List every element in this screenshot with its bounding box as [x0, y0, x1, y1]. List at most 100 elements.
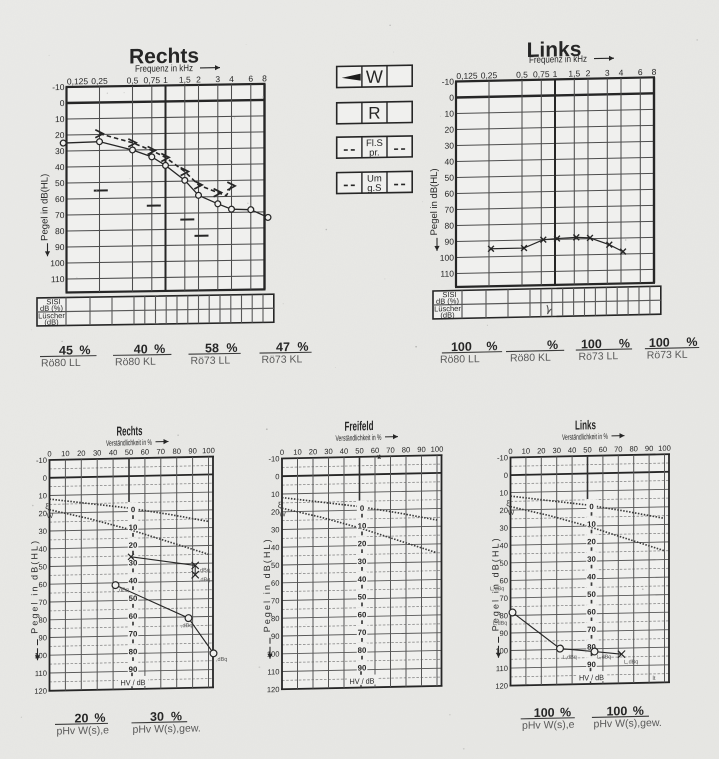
- svg-text:60: 60: [271, 579, 279, 588]
- svg-text:60: 60: [39, 580, 47, 589]
- svg-text:80: 80: [402, 445, 410, 454]
- svg-text:70: 70: [587, 625, 596, 634]
- svg-text:0,125: 0,125: [67, 76, 89, 86]
- svg-text:,dBq: ,dBq: [118, 587, 129, 593]
- svg-text:%: %: [226, 341, 237, 355]
- svg-text:(dB): (dB): [440, 311, 455, 320]
- svg-text:40: 40: [445, 157, 455, 167]
- svg-text:20: 20: [271, 508, 279, 517]
- svg-text:120: 120: [495, 681, 508, 690]
- svg-text:Rö80 KL: Rö80 KL: [115, 356, 156, 369]
- svg-text:0: 0: [589, 502, 594, 511]
- svg-text:Pegel in dB(HL): Pegel in dB(HL): [262, 537, 272, 632]
- svg-text:Rö73 KL: Rö73 KL: [262, 353, 303, 366]
- svg-text:10: 10: [500, 488, 508, 497]
- svg-text:0: 0: [60, 98, 65, 108]
- svg-text:Verständlichkeit in %: Verständlichkeit in %: [562, 432, 608, 442]
- svg-text:100: 100: [34, 651, 47, 660]
- svg-text:70: 70: [271, 596, 279, 605]
- svg-text:0,25: 0,25: [91, 76, 108, 86]
- svg-text:1: 1: [553, 69, 558, 79]
- svg-text:50: 50: [271, 561, 279, 570]
- svg-text:40: 40: [500, 541, 508, 550]
- svg-text:70: 70: [129, 629, 138, 638]
- svg-text:Pegel in dB(HL): Pegel in dB(HL): [429, 168, 440, 235]
- svg-text:1,5: 1,5: [568, 68, 580, 78]
- svg-text:%: %: [486, 339, 497, 353]
- svg-text:80: 80: [629, 444, 637, 453]
- svg-text:%: %: [686, 335, 697, 349]
- svg-text:Um: Um: [367, 173, 382, 184]
- svg-text:50: 50: [583, 445, 591, 454]
- svg-text:50: 50: [500, 559, 508, 568]
- svg-text:Frequenz in kHz: Frequenz in kHz: [529, 54, 587, 66]
- svg-text:W: W: [47, 513, 54, 520]
- svg-text:1: 1: [163, 75, 168, 85]
- svg-text:70: 70: [614, 445, 622, 454]
- svg-text:Pegel in dB(HL): Pegel in dB(HL): [40, 174, 51, 241]
- svg-text:100: 100: [649, 336, 670, 350]
- svg-text:100: 100: [451, 340, 472, 354]
- svg-text:-10: -10: [36, 456, 47, 465]
- svg-text:SISI: SISI: [442, 290, 456, 299]
- svg-text:60: 60: [445, 189, 455, 199]
- svg-text:60: 60: [371, 446, 379, 455]
- svg-text:Fl.S: Fl.S: [366, 138, 383, 149]
- svg-text:,dBq: ,dBq: [181, 623, 192, 629]
- svg-text:40: 40: [55, 162, 65, 172]
- svg-text:30: 30: [150, 710, 164, 724]
- svg-text:,dBq: ,dBq: [199, 577, 210, 583]
- svg-text:30: 30: [500, 524, 508, 533]
- svg-text:90: 90: [271, 632, 279, 641]
- svg-text:30: 30: [129, 558, 138, 567]
- svg-text:90: 90: [417, 445, 425, 454]
- svg-text:70: 70: [386, 446, 394, 455]
- svg-text:0,75: 0,75: [533, 69, 550, 79]
- svg-text:-10: -10: [497, 453, 508, 462]
- svg-text:100: 100: [606, 704, 627, 718]
- svg-text:100: 100: [50, 258, 64, 268]
- svg-text:100: 100: [267, 650, 280, 659]
- svg-text:Rö73 LL: Rö73 LL: [191, 355, 231, 368]
- svg-text:Rechts: Rechts: [129, 44, 199, 68]
- svg-text:%: %: [619, 336, 630, 350]
- svg-text:Lüscher: Lüscher: [434, 304, 461, 314]
- svg-text:Verständlichkeit in %: Verständlichkeit in %: [336, 433, 382, 443]
- svg-text:8: 8: [652, 67, 657, 77]
- svg-text:90: 90: [39, 633, 47, 642]
- svg-text:1,5: 1,5: [179, 75, 191, 85]
- svg-text:8: 8: [262, 73, 267, 83]
- svg-text:40: 40: [271, 543, 279, 552]
- svg-text:2: 2: [586, 68, 591, 78]
- svg-text:pHv W(s),e: pHv W(s),e: [522, 719, 575, 732]
- svg-text:Rö73 LL: Rö73 LL: [578, 350, 618, 363]
- svg-text:20: 20: [500, 506, 508, 515]
- svg-text:90: 90: [129, 665, 138, 674]
- svg-text:-10: -10: [269, 454, 280, 463]
- svg-text:90: 90: [188, 446, 196, 455]
- svg-text:58: 58: [205, 341, 219, 355]
- svg-text:30: 30: [39, 527, 47, 536]
- svg-text:10: 10: [39, 491, 47, 500]
- svg-text:10: 10: [61, 449, 69, 458]
- svg-text:0,75: 0,75: [144, 75, 161, 85]
- svg-text:4: 4: [229, 74, 234, 84]
- svg-text:dB (%): dB (%): [40, 304, 63, 313]
- svg-text:90: 90: [500, 629, 508, 638]
- svg-text:HV / dB: HV / dB: [121, 678, 146, 688]
- svg-text:40: 40: [568, 446, 576, 455]
- svg-text:-10: -10: [442, 77, 455, 87]
- svg-text:20: 20: [309, 447, 317, 456]
- svg-text:20: 20: [445, 125, 455, 135]
- svg-text:ξ: ξ: [278, 501, 282, 510]
- svg-text:30: 30: [93, 448, 101, 457]
- svg-text:Verständlichkeit in %: Verständlichkeit in %: [106, 438, 152, 448]
- svg-text:10: 10: [358, 521, 367, 530]
- svg-text:0: 0: [43, 474, 47, 483]
- svg-text:20: 20: [55, 130, 65, 140]
- svg-text:(dB): (dB): [44, 318, 59, 327]
- svg-text:Links: Links: [575, 417, 596, 432]
- svg-text:100: 100: [658, 444, 671, 453]
- svg-text:6: 6: [638, 67, 643, 77]
- svg-text:120: 120: [34, 687, 47, 696]
